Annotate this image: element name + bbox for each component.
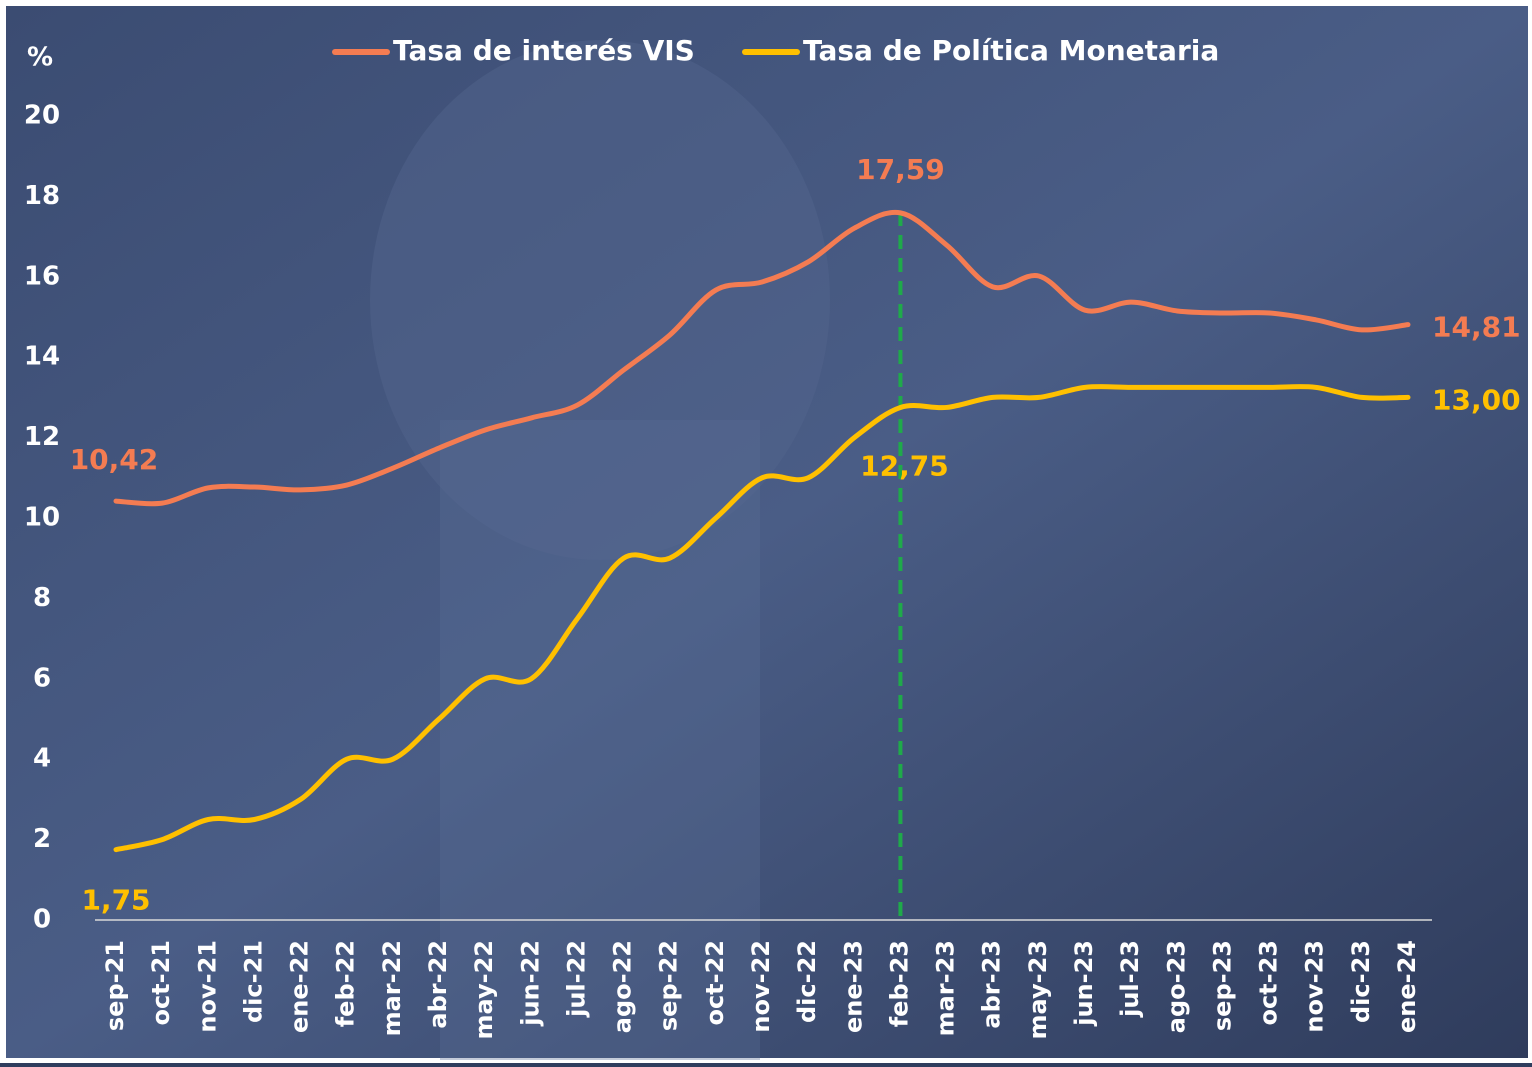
x-tick-label: feb-23: [885, 940, 913, 1027]
y-tick-label: 6: [33, 663, 51, 693]
y-tick-label: 16: [24, 261, 60, 291]
x-tick-label: nov-22: [747, 940, 775, 1033]
x-tick-label: dic-23: [1347, 940, 1375, 1023]
x-tick-label: ago-22: [609, 940, 637, 1033]
x-tick-label: nov-23: [1301, 940, 1329, 1033]
x-tick-label: mar-22: [378, 940, 406, 1036]
x-tick-label: mar-23: [932, 940, 960, 1036]
data-label: 13,00: [1432, 383, 1521, 416]
y-tick-label: 14: [24, 342, 60, 372]
x-tick-label: feb-22: [332, 940, 360, 1027]
y-tick-label: 4: [33, 744, 51, 774]
chart: % 0 2 4 6 8 10 12 14 16 18 20 sep-21 oct-21 nov-21 dic…: [0, 0, 1532, 1063]
y-tick-label: 2: [33, 824, 51, 854]
x-tick-label: oct-23: [1255, 940, 1283, 1026]
x-tick-label: jun-22: [516, 940, 544, 1027]
legend-label: Tasa de Política Monetaria: [803, 34, 1219, 67]
y-tick-label: 10: [24, 503, 60, 533]
x-tick-label: may-23: [1024, 940, 1052, 1039]
x-tick-label: nov-21: [193, 940, 221, 1033]
x-tick-label: oct-21: [147, 940, 175, 1026]
x-tick-label: sep-22: [655, 940, 683, 1031]
x-tick-label: jul-22: [562, 940, 590, 1018]
data-label: 14,81: [1432, 311, 1521, 344]
x-tick-label: ene-24: [1393, 940, 1421, 1033]
x-tick-label: abr-23: [978, 940, 1006, 1029]
y-tick-label: 0: [33, 905, 51, 935]
x-tick-label: abr-22: [424, 940, 452, 1029]
x-tick-label: ene-22: [286, 940, 314, 1033]
x-tick-label: dic-21: [239, 940, 267, 1023]
data-label: 12,75: [860, 449, 949, 482]
data-label: 17,59: [856, 153, 945, 186]
data-label: 10,42: [70, 443, 159, 476]
x-tick-label: sep-21: [101, 940, 129, 1031]
legend-label: Tasa de interés VIS: [393, 34, 695, 67]
x-tick-label: dic-22: [793, 940, 821, 1023]
y-axis-label: %: [27, 43, 53, 73]
data-label: 1,75: [81, 884, 150, 917]
y-tick-label: 12: [24, 422, 60, 452]
x-tick-label: jun-23: [1070, 940, 1098, 1027]
y-tick-label: 8: [33, 583, 51, 613]
x-tick-label: jul-23: [1116, 940, 1144, 1018]
x-tick-label: may-22: [470, 940, 498, 1039]
x-tick-label: ago-23: [1162, 940, 1190, 1033]
x-tick-label: oct-22: [701, 940, 729, 1026]
x-tick-label: sep-23: [1208, 940, 1236, 1031]
y-tick-label: 18: [24, 181, 60, 211]
y-tick-label: 20: [24, 101, 60, 131]
x-tick-label: ene-23: [839, 940, 867, 1033]
